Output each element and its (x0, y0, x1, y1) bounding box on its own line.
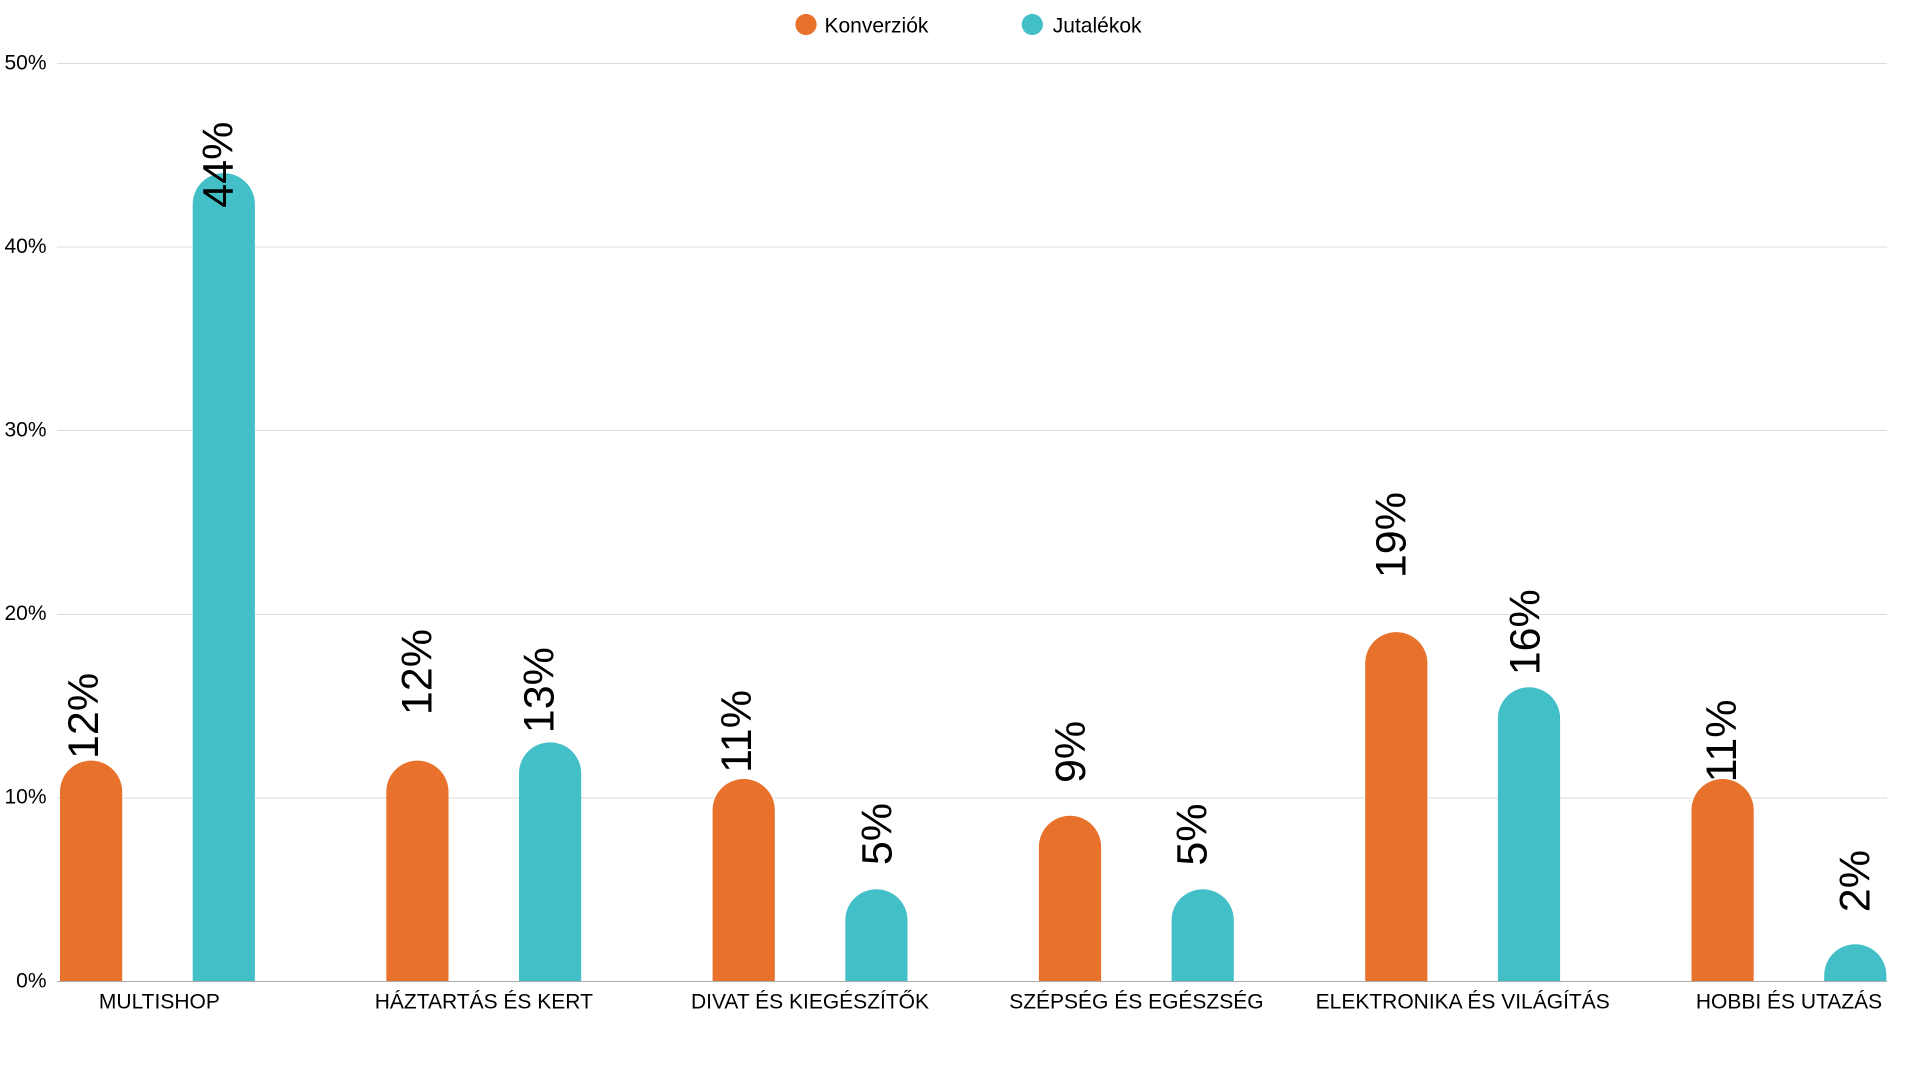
svg-text:44%: 44% (195, 122, 243, 208)
svg-text:DIVAT ÉS KIEGÉSZÍTŐK: DIVAT ÉS KIEGÉSZÍTŐK (691, 991, 929, 1014)
svg-text:16%: 16% (1501, 589, 1549, 675)
svg-text:11%: 11% (713, 690, 761, 773)
svg-text:MULTISHOP: MULTISHOP (99, 991, 220, 1014)
svg-text:Konverziók: Konverziók (825, 15, 929, 38)
svg-text:12%: 12% (60, 673, 108, 759)
svg-text:50%: 50% (4, 51, 46, 74)
svg-text:2%: 2% (1831, 850, 1879, 912)
svg-text:5%: 5% (1168, 803, 1216, 865)
svg-text:Jutalékok: Jutalékok (1053, 15, 1142, 38)
svg-text:10%: 10% (4, 786, 46, 809)
svg-text:11%: 11% (1698, 700, 1746, 783)
svg-text:HÁZTARTÁS ÉS KERT: HÁZTARTÁS ÉS KERT (375, 991, 593, 1014)
svg-text:0%: 0% (16, 969, 46, 992)
svg-text:9%: 9% (1047, 721, 1095, 783)
svg-text:40%: 40% (4, 235, 46, 258)
svg-text:5%: 5% (853, 803, 901, 865)
svg-text:12%: 12% (394, 629, 442, 715)
svg-text:20%: 20% (4, 602, 46, 625)
svg-text:SZÉPSÉG ÉS EGÉSZSÉG: SZÉPSÉG ÉS EGÉSZSÉG (1009, 991, 1263, 1014)
svg-text:ELEKTRONIKA ÉS VILÁGÍTÁS: ELEKTRONIKA ÉS VILÁGÍTÁS (1316, 991, 1610, 1014)
svg-text:30%: 30% (4, 419, 46, 442)
svg-text:13%: 13% (515, 647, 563, 733)
svg-text:19%: 19% (1367, 492, 1415, 578)
svg-text:HOBBI ÉS UTAZÁS: HOBBI ÉS UTAZÁS (1696, 991, 1882, 1014)
